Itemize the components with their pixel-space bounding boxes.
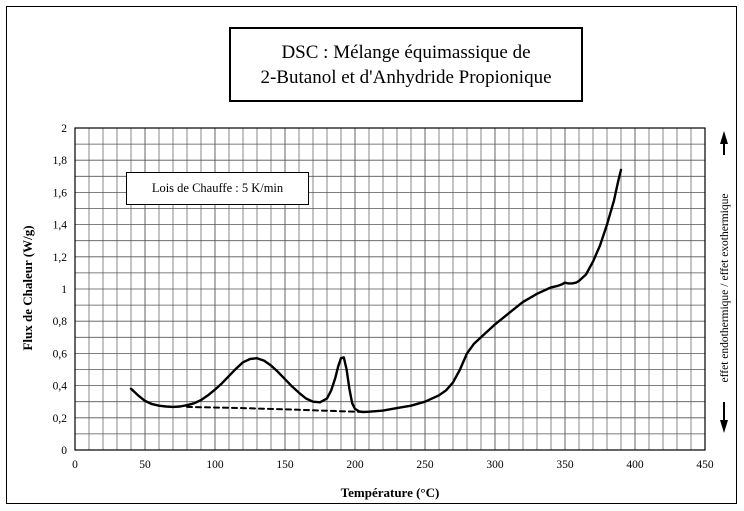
tick-labels: 0 50 100 150 200 250 300 350 400 450 0 0,2 0,4 0,6 0,8… <box>53 123 714 471</box>
y-tick-label: 0,2 <box>53 413 68 425</box>
chart-title: DSC : Mélange équimassique de 2-Butanol … <box>229 27 583 102</box>
x-tick-label: 150 <box>276 459 294 471</box>
x-tick-label: 300 <box>486 459 504 471</box>
x-tick-label: 250 <box>416 459 434 471</box>
plot-border <box>74 127 706 451</box>
x-axis-label: Température (°C) <box>340 485 440 500</box>
chart-title-line2: 2-Butanol et d'Anhydride Propionique <box>260 66 552 88</box>
y-tick-label: 1,4 <box>53 220 68 232</box>
y-axis-label: Flux de Chaleur (W/g) <box>20 225 35 351</box>
x-tick-label: 350 <box>556 459 574 471</box>
x-tick-label: 50 <box>139 459 151 471</box>
endothermic-label: effet endothermique <box>719 289 731 383</box>
chart-frame <box>6 6 737 504</box>
x-tick-label: 100 <box>206 459 224 471</box>
baseline-dashed-series <box>186 405 366 413</box>
x-tick-label: 450 <box>696 459 714 471</box>
y-tick-label: 1,8 <box>53 155 68 167</box>
exothermic-arrow-head <box>720 131 728 144</box>
chart-title-line1: DSC : Mélange équimassique de <box>281 41 531 63</box>
exothermic-label: effet exothermique <box>719 193 731 281</box>
x-tick-label: 400 <box>626 459 644 471</box>
effect-side-label: effet endothermique / effet exothermique <box>719 194 731 383</box>
arrows <box>720 131 728 433</box>
x-tick-label: 200 <box>346 459 364 471</box>
x-tick-label: 0 <box>72 459 78 471</box>
side-label-separator: / <box>719 283 731 287</box>
heating-rate-note: Lois de Chauffe : 5 K/min <box>126 172 309 205</box>
series-layer <box>129 168 623 414</box>
y-tick-label: 2 <box>61 123 67 135</box>
y-tick-label: 0,4 <box>53 381 68 393</box>
dsc-curve-series <box>129 168 623 414</box>
endothermic-arrow-head <box>720 420 728 433</box>
y-tick-label: 1,6 <box>53 187 68 199</box>
heating-rate-text: Lois de Chauffe : 5 K/min <box>151 181 284 195</box>
y-tick-label: 0 <box>61 445 67 457</box>
y-tick-label: 0,6 <box>53 348 68 360</box>
y-tick-label: 1 <box>61 284 67 296</box>
y-tick-label: 0,8 <box>53 316 68 328</box>
y-tick-label: 1,2 <box>53 252 68 264</box>
